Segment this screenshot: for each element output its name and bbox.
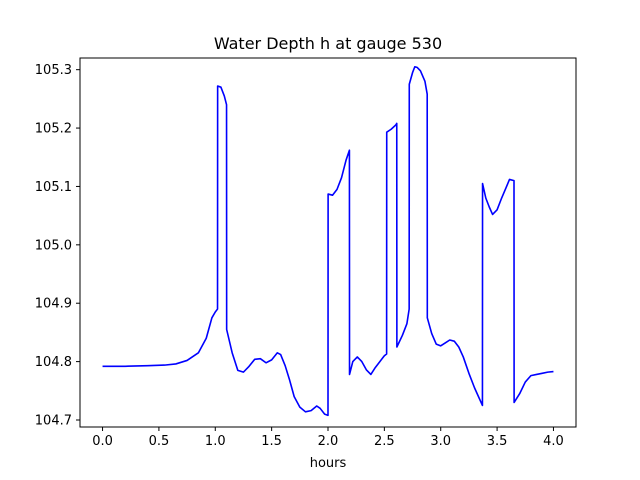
y-axis: 104.7 104.8 104.9 105.0 105.1 105.2 105.3 (35, 63, 80, 428)
y-tick-label: 105.0 (35, 238, 72, 253)
y-tick-label: 104.8 (35, 355, 72, 370)
y-tick-label: 105.3 (35, 63, 72, 78)
y-tick-label: 104.7 (35, 413, 72, 428)
x-tick-label: 4.0 (543, 434, 564, 449)
x-axis-label: hours (310, 456, 347, 471)
series-layer (102, 65, 554, 417)
chart-title: Water Depth h at gauge 530 (214, 34, 442, 53)
series-line (102, 65, 554, 417)
x-axis: 0.0 0.5 1.0 1.5 2.0 2.5 3.0 3.5 4.0 (92, 427, 564, 449)
x-tick-label: 2.0 (318, 434, 339, 449)
x-tick-label: 0.0 (92, 434, 113, 449)
y-tick-label: 105.1 (35, 180, 72, 195)
y-tick-label: 105.2 (35, 122, 72, 137)
x-tick-label: 3.5 (487, 434, 508, 449)
x-tick-label: 3.0 (430, 434, 451, 449)
x-tick-label: 1.5 (261, 434, 282, 449)
x-tick-label: 2.5 (374, 434, 395, 449)
x-tick-label: 1.0 (205, 434, 226, 449)
y-tick-label: 104.9 (35, 297, 72, 312)
x-tick-label: 0.5 (149, 434, 170, 449)
